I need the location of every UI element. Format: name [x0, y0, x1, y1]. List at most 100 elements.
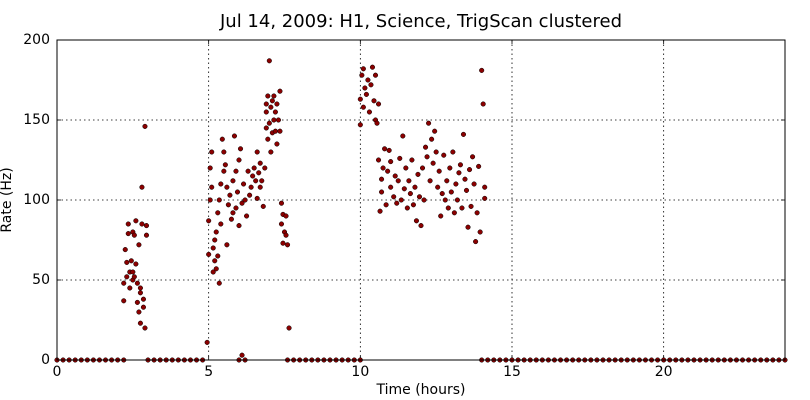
data-point [433, 149, 439, 155]
x-tick-label: 0 [53, 364, 62, 380]
data-point [272, 128, 278, 134]
data-point [409, 157, 415, 163]
data-point [360, 66, 366, 72]
data-point [224, 242, 230, 248]
data-point [215, 253, 221, 259]
data-point [221, 168, 227, 174]
data-point [251, 165, 257, 171]
data-point [143, 232, 150, 238]
data-point [442, 197, 448, 203]
data-point [215, 210, 221, 216]
data-point [419, 165, 426, 171]
data-point [213, 229, 219, 235]
data-point [463, 187, 470, 193]
x-axis-label: Time (hours) [376, 382, 466, 398]
data-point [121, 280, 127, 286]
data-point [219, 136, 225, 142]
data-point [210, 269, 216, 275]
data-point [360, 104, 366, 110]
data-point [272, 109, 278, 115]
data-point [274, 101, 280, 107]
data-point [245, 168, 251, 174]
data-point [459, 205, 465, 211]
data-point [268, 104, 274, 110]
data-point [234, 189, 241, 195]
data-point [453, 181, 459, 187]
data-point [383, 202, 389, 208]
data-point [470, 154, 476, 160]
data-point [479, 67, 485, 73]
data-point [456, 170, 462, 176]
data-point [216, 197, 222, 203]
data-point [254, 195, 260, 201]
data-point [266, 58, 272, 64]
data-point [278, 200, 285, 206]
data-point [363, 91, 369, 97]
data-point [432, 128, 438, 134]
data-point [473, 239, 479, 245]
data-point [136, 242, 142, 248]
data-point [395, 178, 401, 184]
data-point [375, 157, 382, 163]
data-point [441, 152, 447, 158]
data-point [227, 192, 233, 198]
data-point [412, 184, 418, 190]
data-point [139, 221, 145, 227]
data-point [131, 232, 137, 238]
data-point [266, 120, 272, 126]
data-point [212, 237, 218, 243]
data-point [357, 96, 363, 102]
data-point [474, 210, 480, 216]
y-tick-label: 150 [23, 112, 50, 128]
data-point [271, 93, 277, 99]
data-point [257, 184, 263, 190]
data-point [216, 280, 222, 286]
data-point [391, 194, 397, 200]
data-point [406, 178, 412, 184]
data-point [413, 218, 420, 224]
x-tick-label: 10 [351, 364, 369, 380]
data-point [207, 165, 213, 171]
data-point [466, 167, 473, 173]
data-point [423, 144, 429, 150]
data-point [369, 64, 376, 70]
data-point [130, 269, 136, 275]
data-point [124, 259, 130, 265]
data-point [457, 162, 463, 168]
data-point [121, 298, 127, 304]
data-point [421, 197, 427, 203]
data-point [247, 192, 253, 198]
data-point [371, 98, 377, 104]
chart-title: Jul 14, 2009: H1, Science, TrigScan clus… [219, 11, 622, 32]
data-point [274, 141, 280, 147]
data-point [213, 266, 219, 272]
data-point [362, 85, 368, 91]
data-point [207, 197, 213, 203]
x-tick-label: 5 [204, 364, 213, 380]
data-point [447, 165, 453, 171]
data-point [277, 128, 283, 134]
data-point [407, 191, 413, 197]
y-axis-label: Rate (Hz) [0, 167, 15, 232]
data-point [142, 325, 148, 331]
data-point [368, 82, 374, 88]
data-point [239, 200, 245, 206]
data-point [142, 123, 148, 129]
data-point [284, 242, 291, 248]
data-point [204, 339, 210, 345]
data-point [263, 109, 269, 115]
data-point [139, 184, 145, 190]
data-point [460, 131, 467, 137]
data-point [357, 122, 363, 128]
data-point [236, 223, 242, 229]
data-point [382, 146, 388, 152]
data-point [140, 304, 146, 310]
data-point [283, 232, 289, 238]
data-point [206, 251, 212, 257]
data-point [134, 280, 140, 286]
data-point [265, 136, 271, 142]
data-point [257, 160, 263, 166]
data-point [233, 168, 239, 174]
data-point [365, 77, 371, 83]
data-point [128, 258, 134, 264]
